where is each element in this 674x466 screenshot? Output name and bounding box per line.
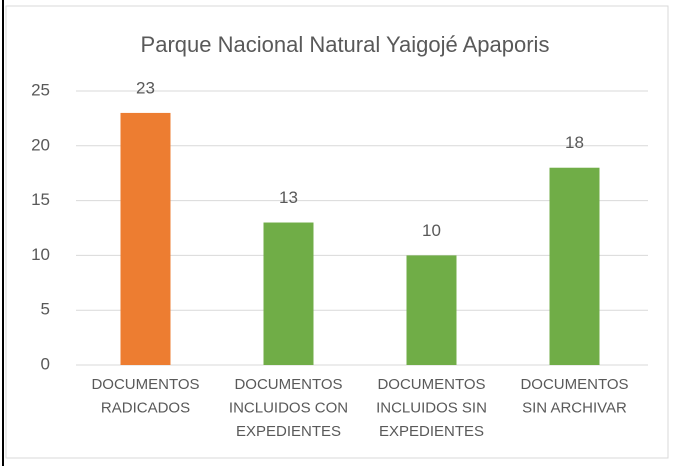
x-tick-label: DOCUMENTOS RADICADOS: [91, 376, 199, 417]
y-tick-label: 25: [31, 80, 50, 99]
y-tick-label: 10: [31, 245, 50, 264]
data-label: 10: [422, 221, 441, 240]
x-tick-label: DOCUMENTOS INCLUIDOS SIN EXPEDIENTES: [376, 376, 487, 440]
x-tick-label: DOCUMENTOS SIN ARCHIVAR: [520, 376, 628, 417]
chart-title: Parque Nacional Natural Yaigojé Apaporis: [141, 32, 550, 57]
y-tick-label: 5: [41, 300, 50, 319]
y-tick-label: 15: [31, 190, 50, 209]
y-tick-label: 0: [41, 354, 50, 373]
y-tick-label: 20: [31, 135, 50, 154]
bar: [406, 255, 457, 365]
bar: [263, 222, 314, 365]
x-tick-label: DOCUMENTOS INCLUIDOS CON EXPEDIENTES: [229, 376, 348, 440]
bar: [549, 167, 600, 365]
data-label: 23: [136, 78, 155, 97]
bar: [120, 112, 171, 365]
data-label: 13: [279, 188, 298, 207]
data-label: 18: [565, 133, 584, 152]
